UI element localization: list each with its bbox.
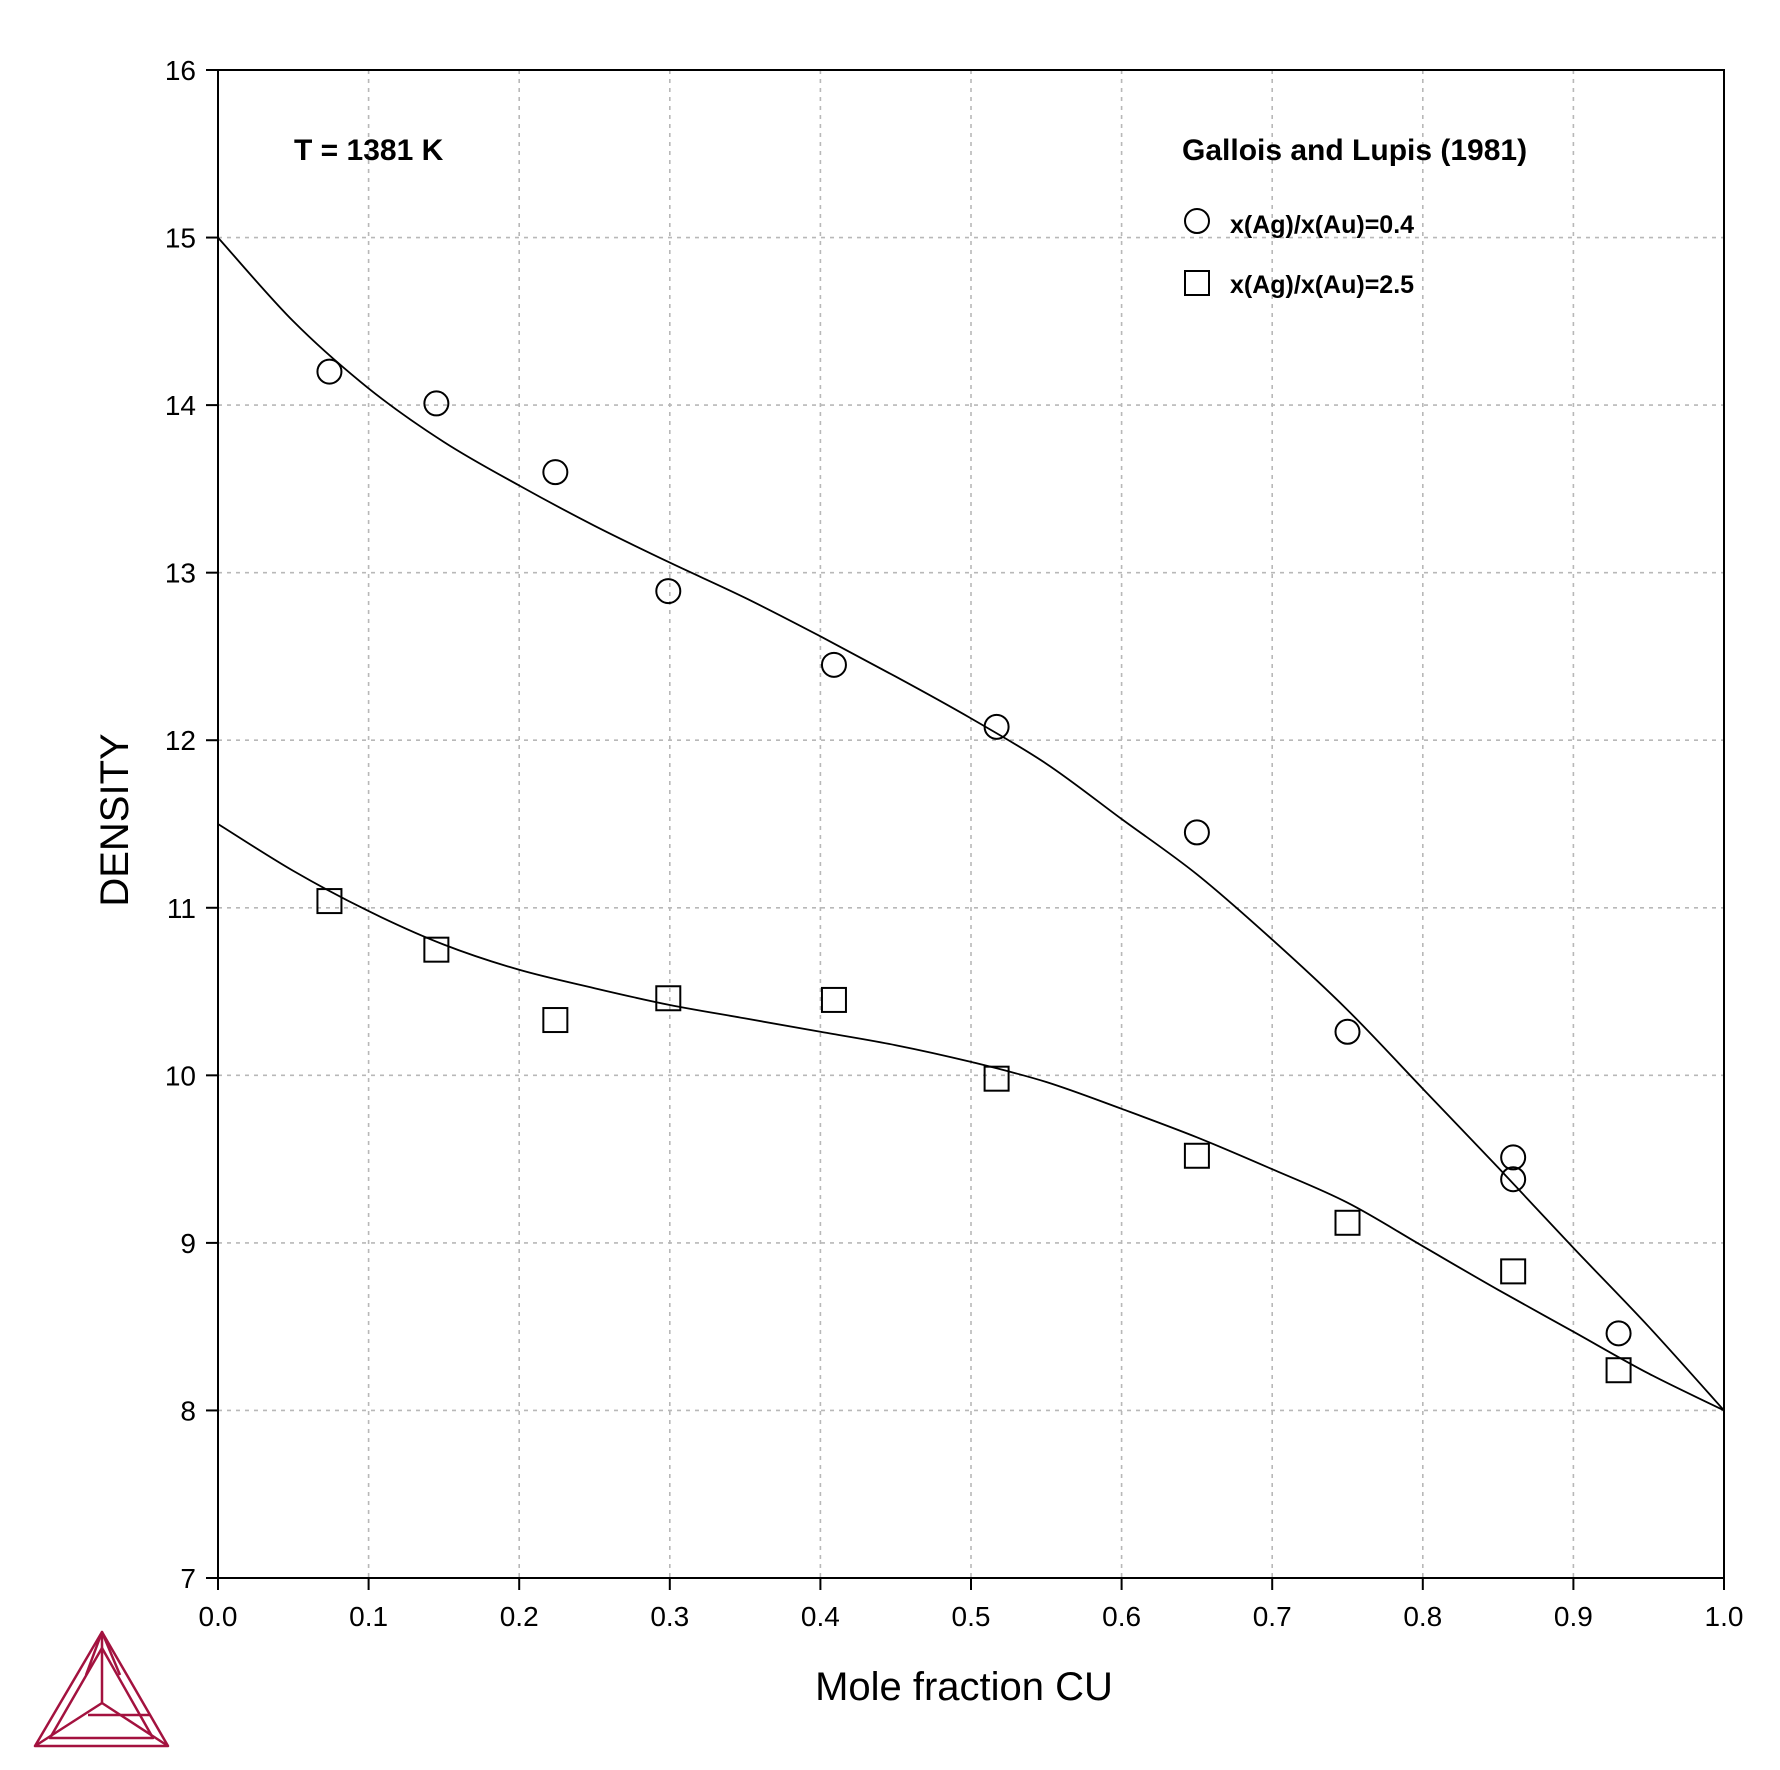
x-tick-label: 0.8 <box>1403 1601 1442 1632</box>
y-tick-label: 13 <box>165 558 196 589</box>
circle-data-point <box>1500 1166 1527 1193</box>
y-tick-label: 10 <box>165 1060 196 1091</box>
y-tick-label: 8 <box>180 1395 196 1426</box>
x-tick-label: 0.3 <box>650 1601 689 1632</box>
x-tick-label: 0.7 <box>1253 1601 1292 1632</box>
grid-lines <box>218 70 1724 1578</box>
x-axis: 0.0 0.1 0.2 0.3 0.4 0.5 0.6 0.7 0.8 0.9 1.0 <box>199 1578 1744 1632</box>
legend-title: Gallois and Lupis (1981) <box>1182 134 1527 167</box>
square-data-point <box>1500 1258 1527 1285</box>
square-data-point <box>316 888 343 915</box>
x-tick-label: 0.4 <box>801 1601 840 1632</box>
y-tick-label: 16 <box>165 55 196 86</box>
y-tick-label: 14 <box>165 390 196 421</box>
data-markers <box>316 358 1632 1384</box>
legend-entry-circle: x(Ag)/x(Au)=0.4 <box>1230 211 1414 239</box>
x-tick-label: 0.9 <box>1554 1601 1593 1632</box>
square-data-point <box>1334 1209 1361 1236</box>
legend-circle-marker <box>1184 208 1210 234</box>
x-tick-label: 0.0 <box>199 1601 238 1632</box>
legend-entry-square: x(Ag)/x(Au)=2.5 <box>1230 271 1414 299</box>
square-data-point <box>655 985 682 1012</box>
x-tick-label: 0.5 <box>952 1601 991 1632</box>
legend: Gallois and Lupis (1981) x(Ag)/x(Au)=0.4… <box>1182 134 1527 299</box>
y-axis-title: DENSITY <box>93 733 137 906</box>
y-tick-label: 9 <box>180 1228 196 1259</box>
circle-data-point <box>1334 1018 1361 1045</box>
square-data-point <box>820 986 847 1013</box>
y-tick-label: 7 <box>180 1563 196 1594</box>
x-tick-label: 0.6 <box>1102 1601 1141 1632</box>
fit-curves <box>217 236 1725 1412</box>
y-axis: 7 8 9 10 11 12 13 14 15 16 <box>165 55 218 1594</box>
square-data-point <box>1183 1142 1210 1169</box>
fit-curve-ratio-0-4 <box>217 236 1725 1412</box>
circle-data-point <box>1183 819 1210 846</box>
circle-data-point <box>655 578 682 605</box>
x-tick-label: 1.0 <box>1705 1601 1744 1632</box>
y-tick-label: 15 <box>165 223 196 254</box>
circle-data-point <box>1500 1144 1527 1171</box>
legend-square-marker <box>1184 270 1210 296</box>
square-data-point <box>423 936 450 963</box>
circle-data-point <box>316 358 343 385</box>
fit-curve-ratio-2-5 <box>217 823 1725 1412</box>
temperature-annotation: T = 1381 K <box>294 134 444 167</box>
square-data-point <box>542 1007 569 1034</box>
circle-data-point <box>983 713 1010 740</box>
circle-data-point <box>820 651 847 678</box>
x-tick-label: 0.1 <box>349 1601 388 1632</box>
x-axis-title: Mole fraction CU <box>815 1665 1113 1709</box>
circle-data-point <box>1605 1320 1632 1347</box>
y-tick-label: 11 <box>167 893 196 924</box>
square-data-point <box>983 1065 1010 1092</box>
x-tick-label: 0.2 <box>500 1601 539 1632</box>
circle-data-point <box>423 390 450 417</box>
circle-data-point <box>542 459 569 486</box>
square-data-point <box>1605 1357 1632 1384</box>
thermo-calc-logo <box>33 1630 170 1748</box>
y-tick-label: 12 <box>165 725 196 756</box>
